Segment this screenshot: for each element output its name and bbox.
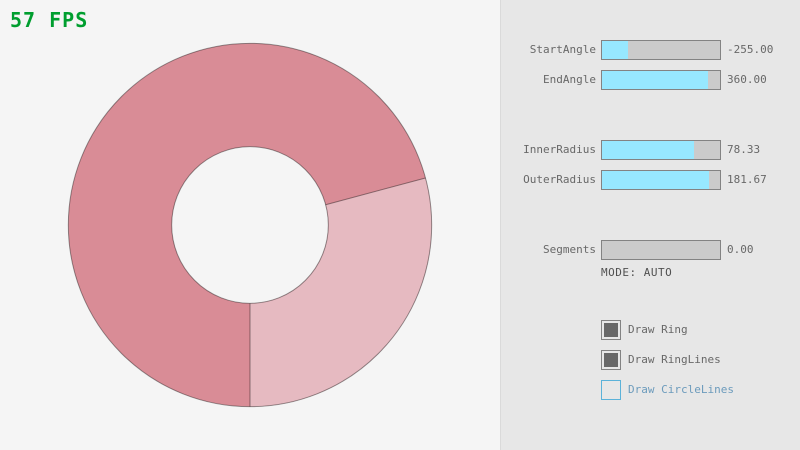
slider-value-outerradius: 181.67 — [727, 173, 767, 186]
slider-value-endangle: 360.00 — [727, 73, 767, 86]
slider-fill — [602, 171, 710, 189]
slider-row-outerradius: OuterRadius 181.67 — [501, 170, 800, 190]
slider-label-outerradius: OuterRadius — [523, 173, 596, 186]
fps-counter: 57 FPS — [10, 8, 89, 32]
slider-fill — [602, 41, 628, 59]
slider-row-segments: Segments 0.00 — [501, 240, 800, 260]
slider-endangle[interactable] — [601, 70, 721, 90]
controls-panel: StartAngle -255.00 EndAngle 360.00 Inner… — [500, 0, 800, 450]
slider-startangle[interactable] — [601, 40, 721, 60]
checkbox-draw-ringlines[interactable]: Draw RingLines — [601, 350, 721, 370]
checkbox-icon — [601, 320, 621, 340]
checkbox-draw-ring[interactable]: Draw Ring — [601, 320, 688, 340]
slider-outerradius[interactable] — [601, 170, 721, 190]
checkbox-label: Draw RingLines — [628, 353, 721, 366]
slider-label-endangle: EndAngle — [543, 73, 596, 86]
checkbox-label: Draw Ring — [628, 323, 688, 336]
segments-mode-label: MODE: AUTO — [601, 266, 673, 279]
slider-label-startangle: StartAngle — [529, 43, 596, 56]
checkbox-icon — [601, 350, 621, 370]
slider-fill — [602, 141, 695, 159]
slider-value-segments: 0.00 — [727, 243, 754, 256]
slider-label-segments: Segments — [543, 243, 596, 256]
slider-row-startangle: StartAngle -255.00 — [501, 40, 800, 60]
ring-chart — [67, 42, 433, 408]
checkbox-label: Draw CircleLines — [628, 383, 734, 396]
slider-row-endangle: EndAngle 360.00 — [501, 70, 800, 90]
slider-row-innerradius: InnerRadius 78.33 — [501, 140, 800, 160]
slider-innerradius[interactable] — [601, 140, 721, 160]
slider-value-innerradius: 78.33 — [727, 143, 761, 156]
slider-fill — [602, 71, 709, 89]
ring-canvas: 57 FPS — [10, 8, 433, 408]
checkbox-draw-circlelines[interactable]: Draw CircleLines — [601, 380, 734, 400]
checkbox-icon — [601, 380, 621, 400]
slider-value-startangle: -255.00 — [727, 43, 774, 56]
slider-segments[interactable] — [601, 240, 721, 260]
slider-label-innerradius: InnerRadius — [523, 143, 596, 156]
